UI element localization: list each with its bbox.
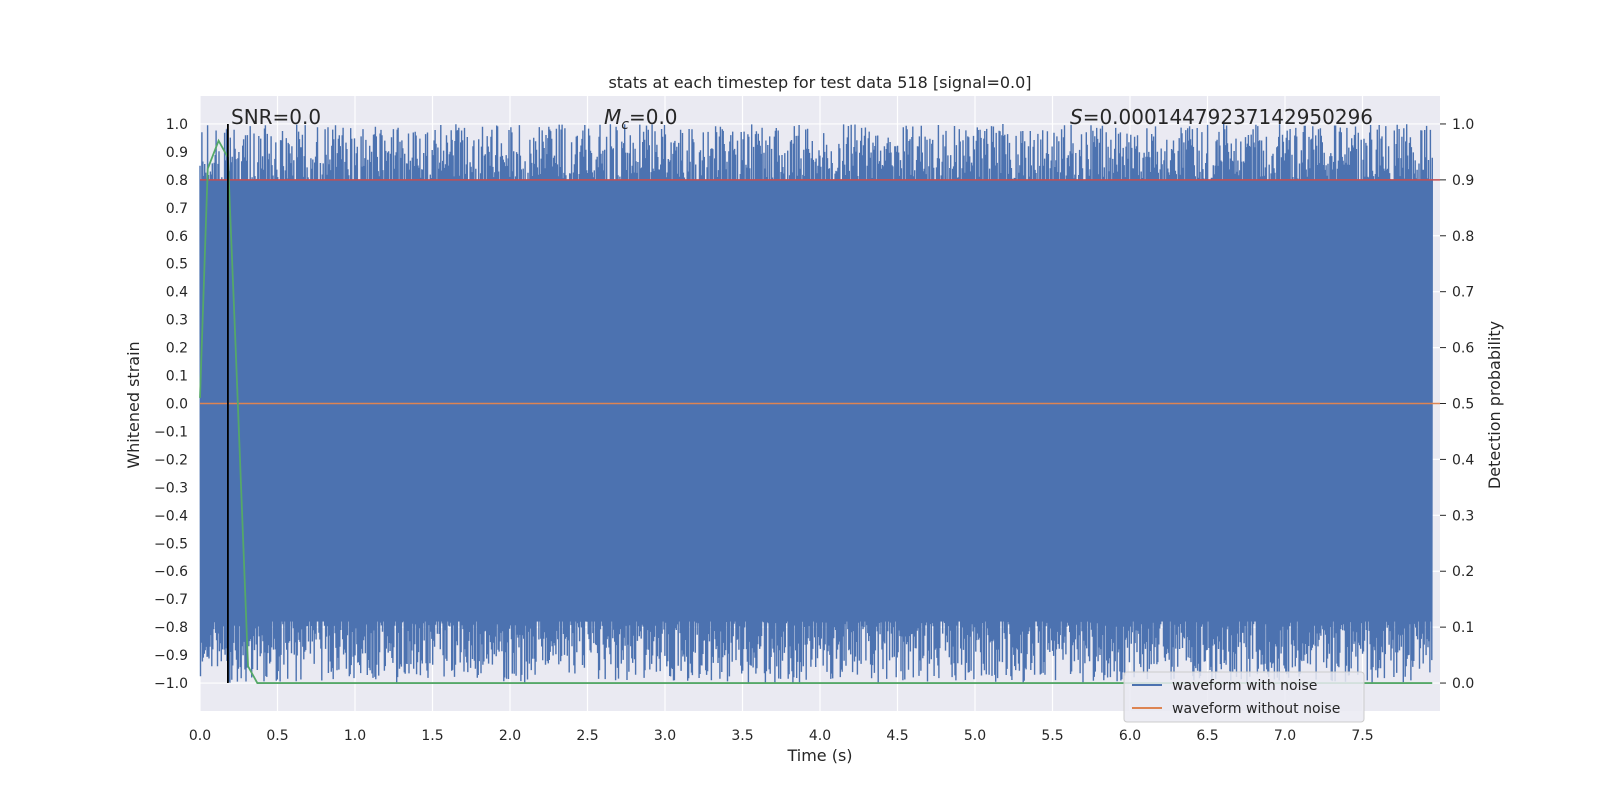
x-axis-label: Time (s) bbox=[786, 746, 852, 765]
detection-probability-line bbox=[199, 138, 1433, 684]
s-symbol: S bbox=[1070, 105, 1083, 129]
y-left-tick-label: −1.0 bbox=[154, 676, 188, 692]
y-axis-left-label: Whitened strain bbox=[124, 341, 143, 468]
y-left-tick-label: 0.6 bbox=[166, 229, 188, 245]
x-tick-label: 2.5 bbox=[576, 728, 598, 744]
x-tick-label: 7.0 bbox=[1274, 728, 1296, 744]
y-left-tick-label: 0.0 bbox=[166, 397, 188, 413]
y-right-tick-label: 0.8 bbox=[1452, 229, 1474, 245]
y-left-tick-label: 0.3 bbox=[166, 313, 188, 329]
y-left-tick-label: 0.8 bbox=[166, 173, 188, 189]
x-tick-label: 3.0 bbox=[654, 728, 676, 744]
y-left-tick-label: −0.9 bbox=[154, 648, 188, 664]
x-tick-label: 0.5 bbox=[266, 728, 288, 744]
chart-title: stats at each timestep for test data 518… bbox=[608, 73, 1031, 92]
y-right-tick-label: 0.0 bbox=[1452, 676, 1474, 692]
y-left-tick-label: 0.4 bbox=[166, 285, 188, 301]
y-left-tick-label: 0.5 bbox=[166, 257, 188, 273]
x-tick-label: 4.0 bbox=[809, 728, 831, 744]
snr-annotation: SNR=0.0 bbox=[231, 105, 321, 129]
x-tick-label: 0.0 bbox=[189, 728, 211, 744]
chirp-mass-annotation: Mc=0.0 bbox=[604, 105, 678, 133]
y-right-tick-label: 0.5 bbox=[1452, 397, 1474, 413]
y-right-tick-label: 0.7 bbox=[1452, 285, 1474, 301]
series-lines bbox=[199, 123, 1440, 684]
legend-box bbox=[1123, 671, 1365, 723]
y-left-tick-label: 0.1 bbox=[166, 369, 188, 385]
x-tick-label: 3.5 bbox=[731, 728, 753, 744]
x-axis-ticks: 0.0 0.5 1.0 1.5 2.0 2.5 3.0 3.5 4.0 4.5 5.0 5.5 6.0 6… bbox=[189, 728, 1374, 744]
y-axis-right-label: Detection probability bbox=[1485, 321, 1504, 489]
x-tick-label: 5.5 bbox=[1041, 728, 1063, 744]
y-left-tick-label: 0.7 bbox=[166, 201, 188, 217]
s-annotation: S=0.00014479237142950296 bbox=[1070, 105, 1373, 129]
y-left-tick-label: 1.0 bbox=[166, 117, 188, 133]
y-right-tick-label: 0.2 bbox=[1452, 564, 1474, 580]
s-value: =0.00014479237142950296 bbox=[1083, 105, 1373, 129]
y-left-tick-label: 0.9 bbox=[166, 145, 188, 161]
y-right-tick-label: 0.9 bbox=[1452, 173, 1474, 189]
y-right-tick-label: 0.3 bbox=[1452, 508, 1474, 524]
y-left-tick-label: −0.8 bbox=[154, 620, 188, 636]
y-left-tick-label: −0.1 bbox=[154, 424, 188, 440]
x-tick-label: 2.0 bbox=[499, 728, 521, 744]
x-tick-label: 1.0 bbox=[344, 728, 366, 744]
y-left-tick-label: 0.2 bbox=[166, 341, 188, 357]
legend-label-noise: waveform with noise bbox=[1172, 678, 1317, 694]
y-right-tick-label: 1.0 bbox=[1452, 117, 1474, 133]
y-left-tick-label: −0.2 bbox=[154, 452, 188, 468]
chirp-mass-symbol: M bbox=[604, 105, 621, 129]
x-tick-label: 6.5 bbox=[1196, 728, 1218, 744]
x-tick-label: 6.0 bbox=[1119, 728, 1141, 744]
y-left-tick-label: −0.4 bbox=[154, 508, 188, 524]
y-left-tick-label: −0.5 bbox=[154, 536, 188, 552]
legend: waveform with noise waveform without noi… bbox=[1123, 671, 1365, 723]
waveform-with-noise-fill bbox=[200, 179, 1433, 622]
y-left-tick-label: −0.6 bbox=[154, 564, 188, 580]
x-tick-label: 1.5 bbox=[421, 728, 443, 744]
chirp-mass-value: =0.0 bbox=[629, 105, 678, 129]
x-tick-label: 4.5 bbox=[886, 728, 908, 744]
y-left-tick-label: −0.3 bbox=[154, 480, 188, 496]
y-left-tick-label: −0.7 bbox=[154, 592, 188, 608]
y-right-tick-label: 0.1 bbox=[1452, 620, 1474, 636]
chirp-mass-subscript: c bbox=[621, 117, 629, 133]
x-tick-label: 5.0 bbox=[964, 728, 986, 744]
legend-label-clean: waveform without noise bbox=[1172, 701, 1340, 717]
y-right-tick-label: 0.6 bbox=[1452, 341, 1474, 357]
series-waveform-with-noise bbox=[199, 123, 1434, 684]
y-axis-left-ticks: 1.0 0.9 0.8 0.7 0.6 0.5 0.4 0.3 0.2 0.1 0.0 −0.1 −0.… bbox=[154, 117, 188, 692]
y-right-tick-label: 0.4 bbox=[1452, 452, 1474, 468]
y-axis-right-ticks: 1.0 0.9 0.8 0.7 0.6 0.5 0.4 0.3 0.2 0.1 0.0 bbox=[1440, 117, 1474, 692]
x-tick-label: 7.5 bbox=[1351, 728, 1373, 744]
